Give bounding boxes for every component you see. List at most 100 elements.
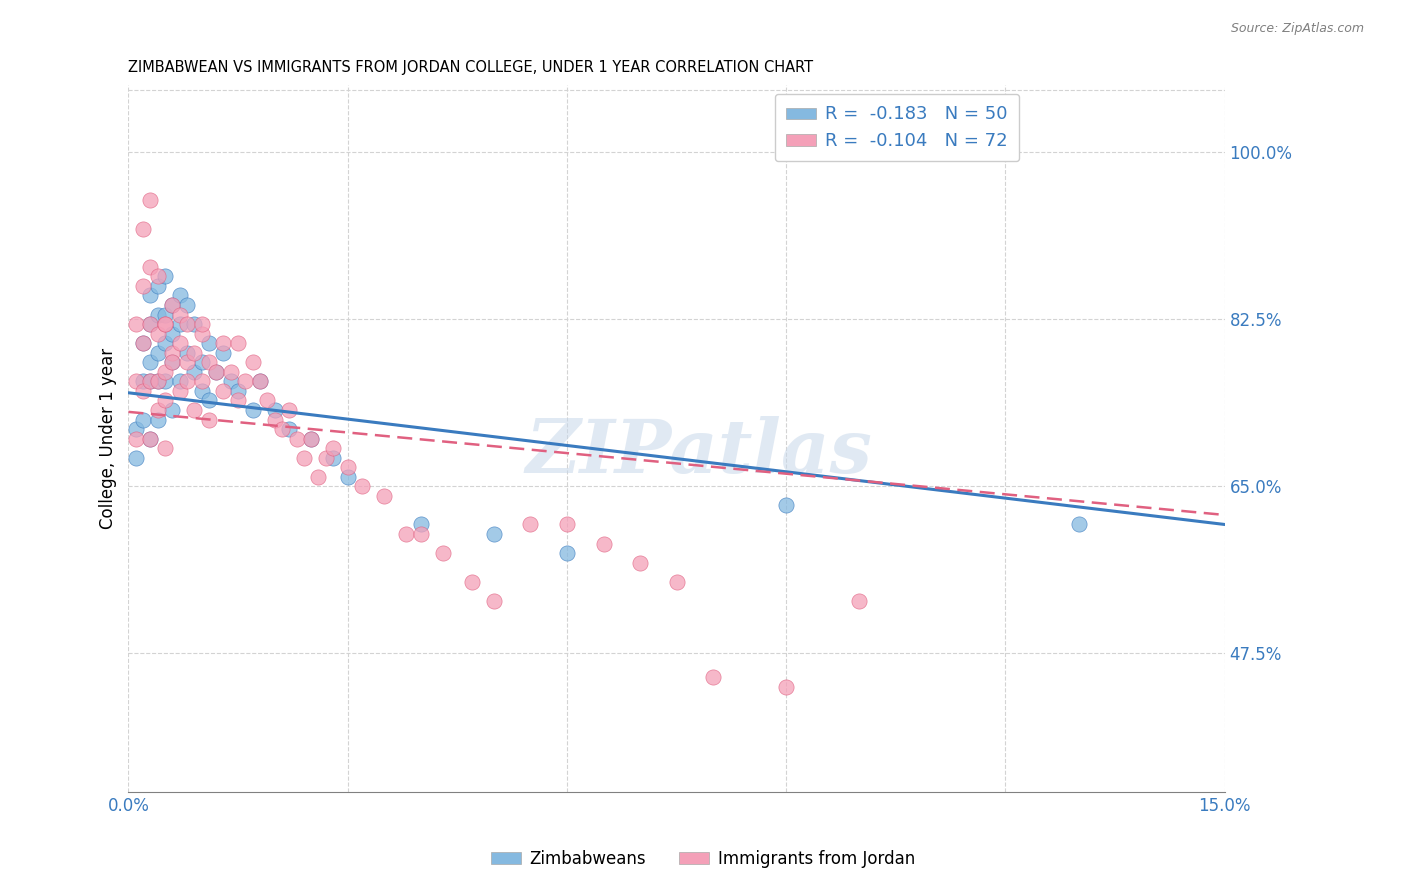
Point [162, 403, 184, 417]
Point [132, 384, 155, 398]
Point [132, 412, 155, 426]
Point [146, 345, 169, 359]
Point [219, 365, 242, 379]
Legend: Zimbabweans, Immigrants from Jordan: Zimbabweans, Immigrants from Jordan [485, 844, 921, 875]
Point [482, 527, 505, 541]
Point [183, 345, 205, 359]
Point [183, 317, 205, 331]
Point [271, 422, 294, 436]
Point [775, 499, 797, 513]
Point [139, 432, 162, 446]
Point [308, 469, 330, 483]
Point [125, 375, 148, 389]
Point [132, 375, 155, 389]
Point [299, 432, 322, 446]
Point [226, 384, 249, 398]
Point [555, 517, 578, 532]
Point [162, 326, 184, 341]
Point [322, 450, 344, 465]
Point [153, 393, 176, 408]
Point [336, 469, 359, 483]
Point [169, 384, 191, 398]
Point [146, 269, 169, 284]
Point [1067, 517, 1090, 532]
Point [190, 326, 212, 341]
Y-axis label: College, Under 1 year: College, Under 1 year [100, 348, 117, 529]
Point [132, 279, 155, 293]
Point [176, 317, 198, 331]
Point [139, 317, 162, 331]
Legend: R =  -0.183   N = 50, R =  -0.104   N = 72: R = -0.183 N = 50, R = -0.104 N = 72 [775, 94, 1019, 161]
Point [212, 384, 235, 398]
Point [146, 308, 169, 322]
Point [775, 680, 797, 694]
Point [482, 594, 505, 608]
Point [198, 412, 221, 426]
Text: Source: ZipAtlas.com: Source: ZipAtlas.com [1230, 22, 1364, 36]
Point [153, 317, 176, 331]
Point [176, 298, 198, 312]
Point [235, 375, 257, 389]
Point [205, 365, 228, 379]
Point [132, 221, 155, 235]
Point [322, 441, 344, 455]
Point [162, 345, 184, 359]
Point [162, 298, 184, 312]
Point [242, 403, 264, 417]
Point [139, 355, 162, 369]
Point [198, 355, 221, 369]
Point [176, 355, 198, 369]
Point [162, 355, 184, 369]
Point [278, 403, 301, 417]
Point [162, 298, 184, 312]
Point [256, 393, 278, 408]
Point [219, 375, 242, 389]
Point [153, 308, 176, 322]
Point [125, 450, 148, 465]
Point [352, 479, 374, 493]
Point [555, 546, 578, 560]
Point [139, 432, 162, 446]
Point [169, 317, 191, 331]
Point [146, 375, 169, 389]
Point [125, 317, 148, 331]
Point [190, 375, 212, 389]
Point [461, 574, 484, 589]
Point [183, 403, 205, 417]
Point [299, 432, 322, 446]
Point [125, 432, 148, 446]
Point [169, 308, 191, 322]
Point [176, 345, 198, 359]
Point [315, 450, 337, 465]
Point [169, 375, 191, 389]
Point [263, 403, 285, 417]
Point [183, 365, 205, 379]
Point [146, 403, 169, 417]
Point [139, 288, 162, 302]
Point [153, 441, 176, 455]
Point [278, 422, 301, 436]
Point [153, 375, 176, 389]
Point [146, 279, 169, 293]
Point [409, 527, 432, 541]
Point [212, 345, 235, 359]
Point [132, 336, 155, 351]
Point [519, 517, 541, 532]
Point [146, 375, 169, 389]
Point [198, 393, 221, 408]
Point [139, 260, 162, 274]
Point [702, 670, 724, 684]
Point [628, 556, 651, 570]
Point [263, 412, 285, 426]
Point [139, 317, 162, 331]
Point [249, 375, 271, 389]
Point [212, 336, 235, 351]
Point [848, 594, 870, 608]
Point [153, 365, 176, 379]
Point [592, 536, 614, 550]
Point [169, 288, 191, 302]
Point [190, 317, 212, 331]
Point [395, 527, 418, 541]
Point [139, 193, 162, 207]
Point [242, 355, 264, 369]
